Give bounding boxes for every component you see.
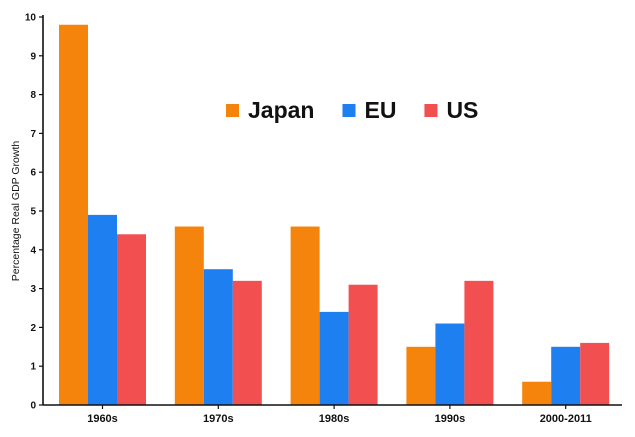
y-tick-label: 6 [30, 168, 36, 179]
bar-japan-1960s [59, 24, 88, 405]
bars [59, 24, 610, 405]
bar-eu-2000-2011 [551, 346, 581, 405]
bar-eu-1980s [319, 311, 349, 405]
legend-swatch-japan [226, 104, 239, 117]
y-tick-label: 0 [30, 401, 36, 412]
bar-japan-1980s [290, 226, 320, 405]
y-tick-label: 4 [30, 245, 36, 256]
x-tick-label: 1970s [203, 413, 234, 425]
x-tick-label: 2000-2011 [540, 413, 592, 425]
y-axis-title: Percentage Real GDP Growth [10, 141, 22, 282]
bar-eu-1960s [88, 214, 117, 405]
bar-eu-1970s [203, 269, 233, 405]
bar-us-1960s [117, 234, 146, 405]
bar-us-1970s [232, 280, 262, 405]
legend-swatch-eu [342, 104, 356, 117]
bar-us-1980s [348, 284, 378, 405]
axes: 0 1 2 3 4 5 6 7 8 9 10 1960s 1970s 1980s 1990s 2000-201… [25, 13, 622, 425]
y-tick-label: 10 [25, 13, 37, 24]
y-tick-label: 9 [30, 51, 36, 62]
bar-japan-1970s [174, 226, 204, 405]
legend: Japan EU US [226, 97, 478, 123]
legend-label-us: US [446, 97, 478, 123]
x-tick-label: 1990s [435, 413, 466, 425]
legend-label-japan: Japan [248, 97, 314, 123]
y-tick-label: 2 [30, 323, 36, 334]
bar-japan-2000-2011 [522, 381, 552, 405]
legend-label-eu: EU [364, 97, 396, 123]
bar-us-2000-2011 [580, 342, 610, 405]
y-tick-label: 8 [30, 90, 36, 101]
y-tick-label: 7 [30, 129, 36, 140]
x-tick-label: 1960s [87, 413, 118, 425]
y-tick-label: 5 [30, 207, 36, 218]
y-tick-label: 3 [30, 284, 36, 295]
bar-japan-1990s [406, 346, 436, 405]
legend-swatch-us [424, 104, 438, 117]
x-tick-label: 1980s [319, 413, 350, 425]
y-tick-label: 1 [30, 362, 36, 373]
bar-us-1990s [464, 280, 494, 405]
bar-eu-1990s [435, 323, 465, 405]
